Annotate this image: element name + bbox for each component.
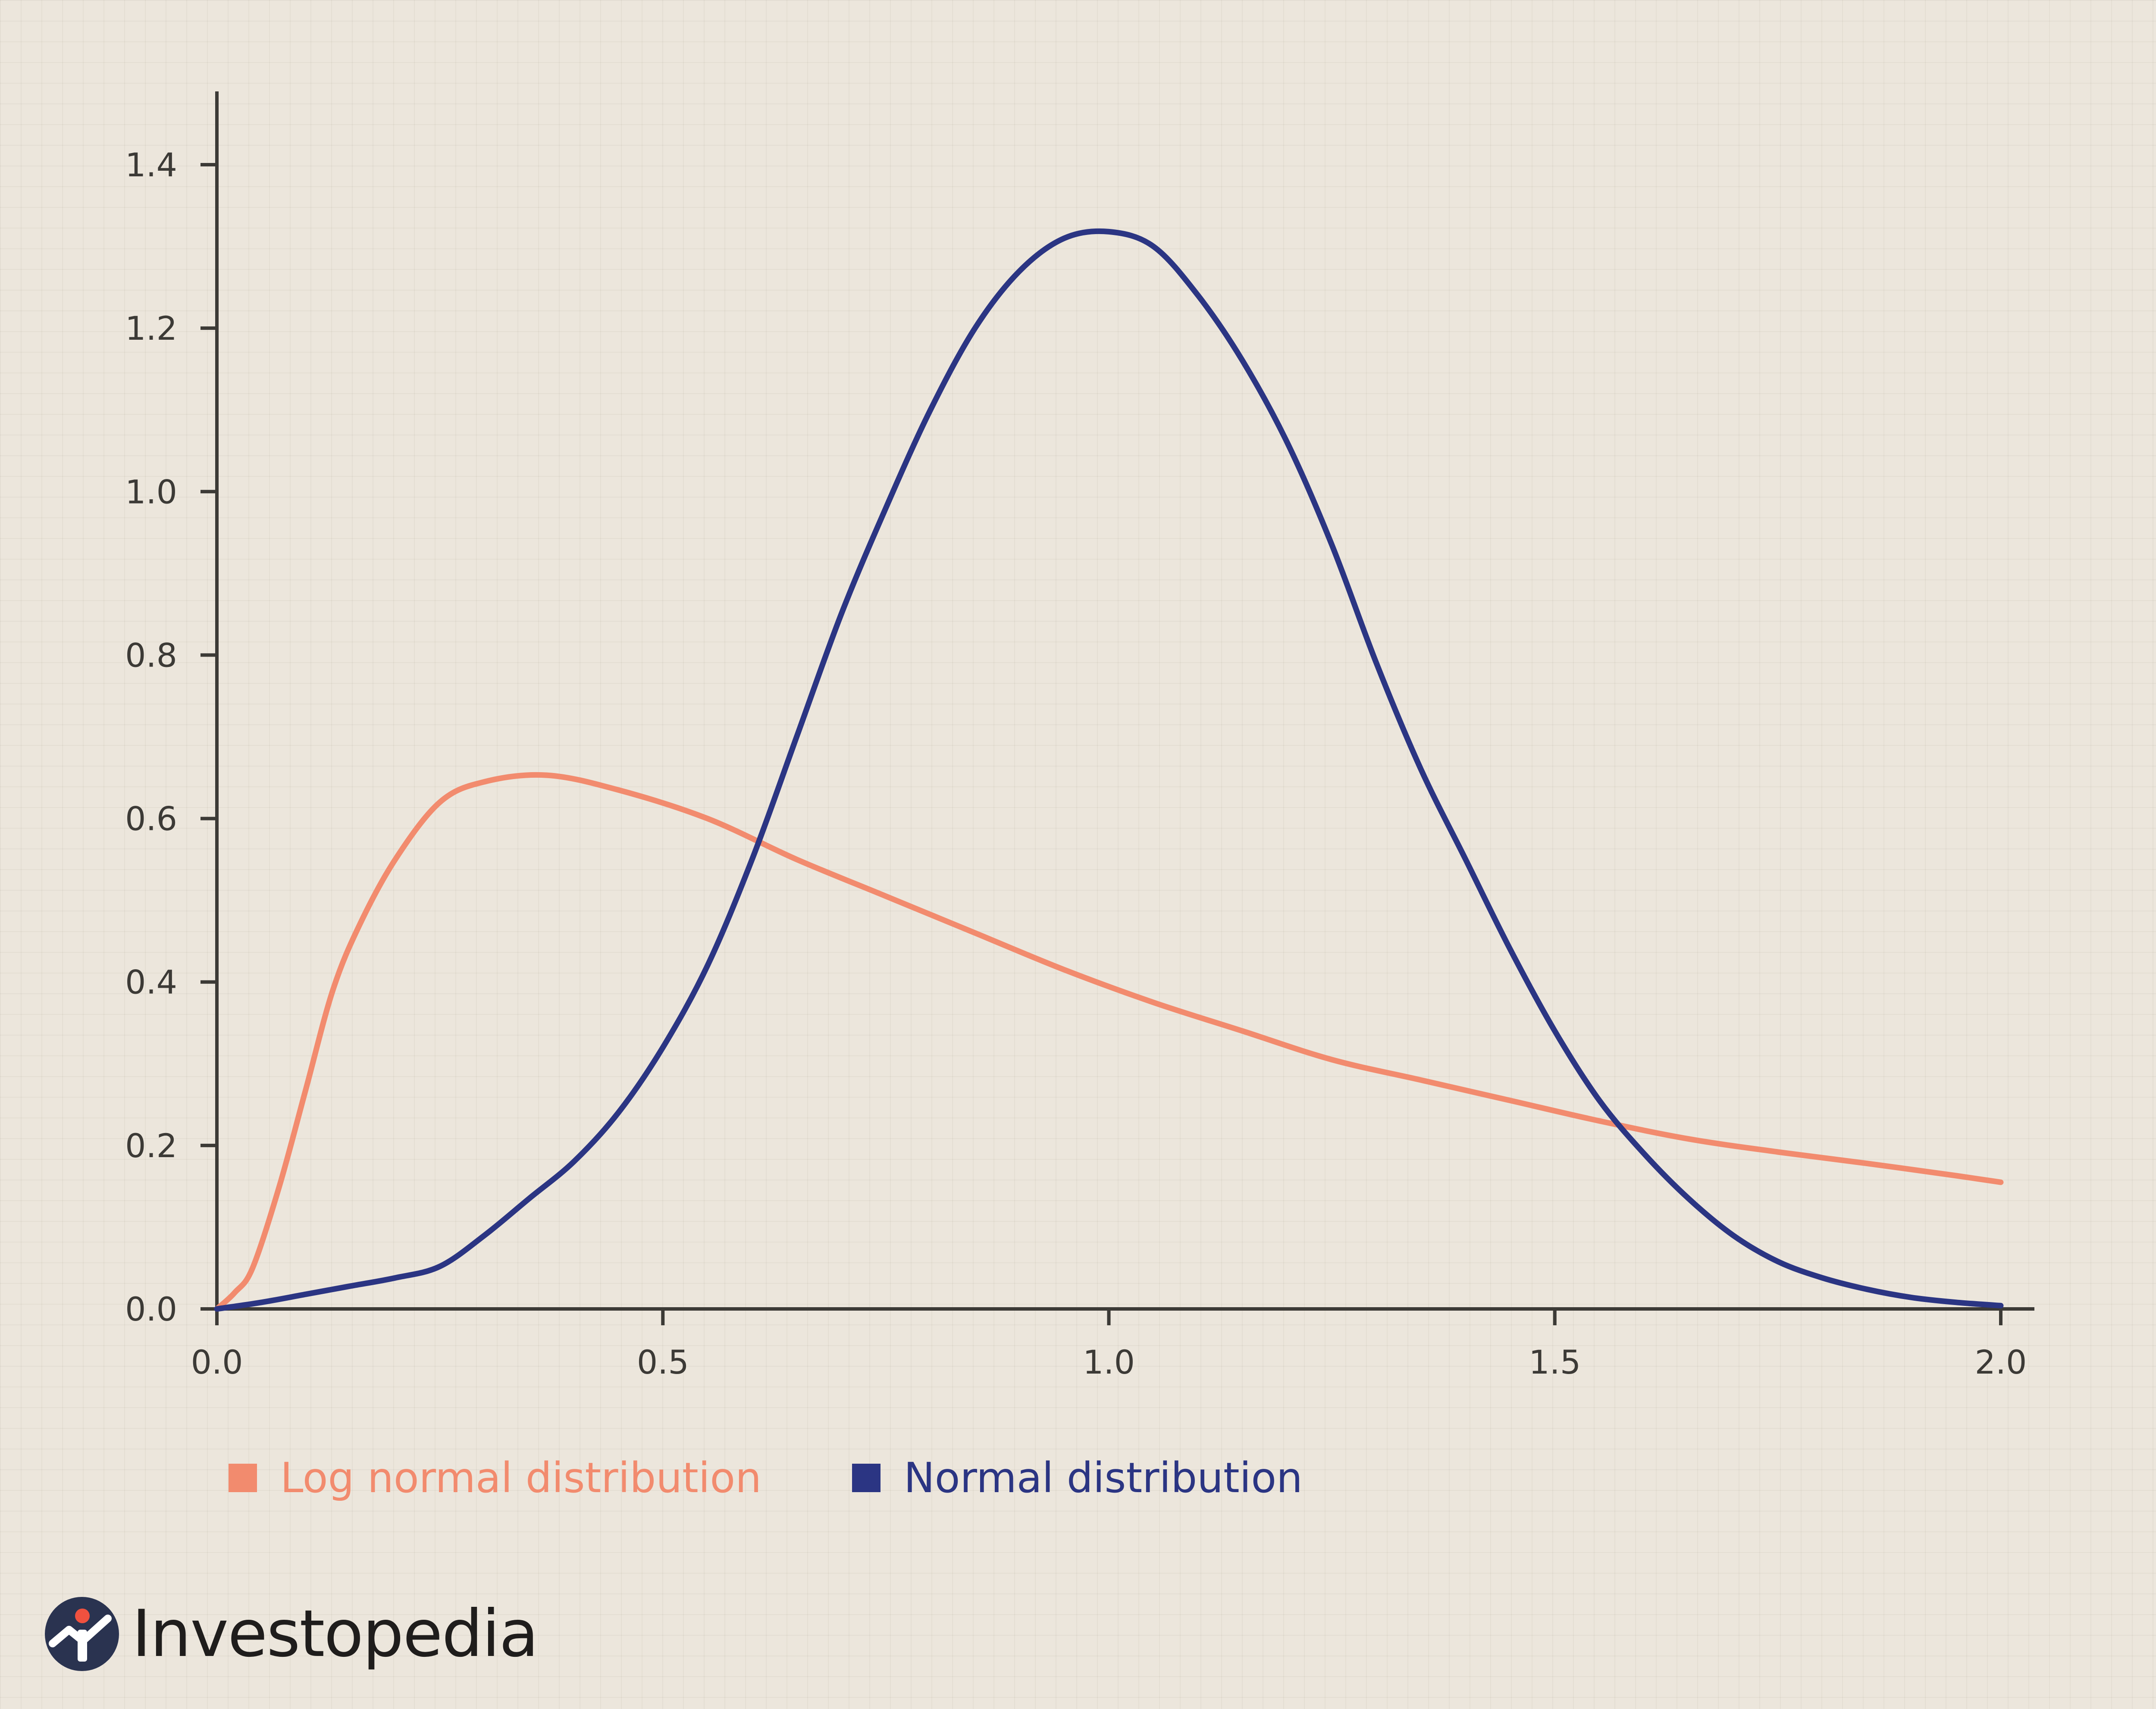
logo-text: Investopedia [132,1596,539,1671]
axes: 0.0 0.2 0.4 0.6 0.8 1.0 1.2 1.4 0.0 0.5 1.0 1.5 2.0 [125,91,2034,1381]
y-tick-label-2: 0.4 [125,963,177,1002]
x-tick-label-0: 0.0 [191,1343,243,1381]
x-tick-label-3: 1.5 [1529,1343,1581,1381]
y-tick-label-1: 0.2 [125,1127,177,1165]
investopedia-logo: Investopedia [43,1591,539,1677]
y-tick-label-4: 0.8 [125,636,177,674]
legend-swatch-normal [852,1464,881,1492]
y-tick-label-5: 1.0 [125,473,177,511]
legend-label-log-normal: Log normal distribution [280,1454,761,1502]
y-tick-label-7: 1.4 [125,146,177,184]
y-tick-label-3: 0.6 [125,800,177,838]
legend-item-normal: Normal distribution [852,1454,1303,1502]
series-layer [214,228,2004,1312]
series-line-normal [214,228,2004,1312]
x-tick-label-1: 0.5 [637,1343,689,1381]
y-tick-label-0: 0.0 [125,1290,177,1328]
legend-label-normal: Normal distribution [903,1454,1303,1502]
legend-swatch-log-normal [229,1464,257,1492]
series-line-log-normal [214,772,2004,1312]
legend: Log normal distribution Normal distribut… [229,1452,1393,1504]
x-tick-label-4: 2.0 [1975,1343,2027,1381]
legend-item-log-normal: Log normal distribution [229,1454,761,1502]
investopedia-logo-icon [45,1597,119,1671]
x-tick-label-2: 1.0 [1083,1343,1135,1381]
y-tick-label-6: 1.2 [125,309,177,347]
